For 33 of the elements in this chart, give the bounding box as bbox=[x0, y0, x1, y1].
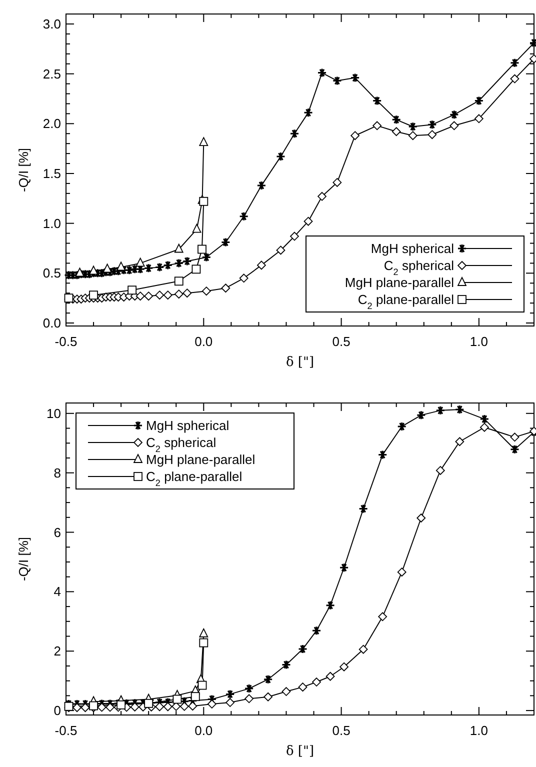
x-tick-label: -0.5 bbox=[54, 723, 78, 738]
y-tick-label: 1.0 bbox=[42, 216, 61, 231]
legend-label: C$_{2}$ spherical bbox=[146, 435, 216, 454]
y-tick-label: 1.5 bbox=[42, 166, 61, 181]
y-tick-label: 10 bbox=[46, 406, 61, 421]
legend-label: MgH spherical bbox=[146, 418, 230, 433]
x-tick-label: 0.5 bbox=[332, 334, 350, 349]
y-tick-label: 2 bbox=[54, 644, 61, 659]
legend-label: C$_{2}$ plane-parallel bbox=[146, 469, 242, 488]
legend-label: C$_{2}$ spherical bbox=[384, 258, 454, 277]
x-tick-label: 1.0 bbox=[470, 334, 488, 349]
x-axis-title: δ ["] bbox=[286, 744, 314, 759]
legend-label: MgH spherical bbox=[370, 241, 454, 256]
x-tick-label: 0.0 bbox=[194, 723, 213, 738]
y-tick-label: 0.0 bbox=[42, 316, 61, 331]
y-tick-label: 6 bbox=[54, 524, 61, 540]
y-axis-title: -Q/I [%] bbox=[16, 148, 31, 192]
legend-label: MgH plane-parallel bbox=[344, 275, 454, 290]
y-tick-label: 3.0 bbox=[42, 16, 61, 32]
x-axis-title: δ ["] bbox=[286, 355, 314, 370]
legend-label: MgH plane-parallel bbox=[146, 452, 256, 467]
x-tick-label: 0.5 bbox=[332, 723, 350, 738]
y-axis-title: -Q/I [%] bbox=[16, 536, 31, 582]
y-tick-label: 0 bbox=[54, 703, 61, 718]
y-tick-label: 2.0 bbox=[42, 116, 61, 132]
x-tick-label: 0.0 bbox=[194, 334, 213, 349]
legend-label: C$_{2}$ plane-parallel bbox=[358, 292, 454, 311]
y-tick-label: 8 bbox=[54, 465, 61, 480]
x-tick-label: 1.0 bbox=[470, 723, 488, 738]
y-tick-label: 0.5 bbox=[42, 266, 61, 281]
y-tick-label: 2.5 bbox=[42, 66, 61, 82]
x-tick-label: -0.5 bbox=[54, 334, 78, 349]
y-tick-label: 4 bbox=[54, 584, 61, 600]
